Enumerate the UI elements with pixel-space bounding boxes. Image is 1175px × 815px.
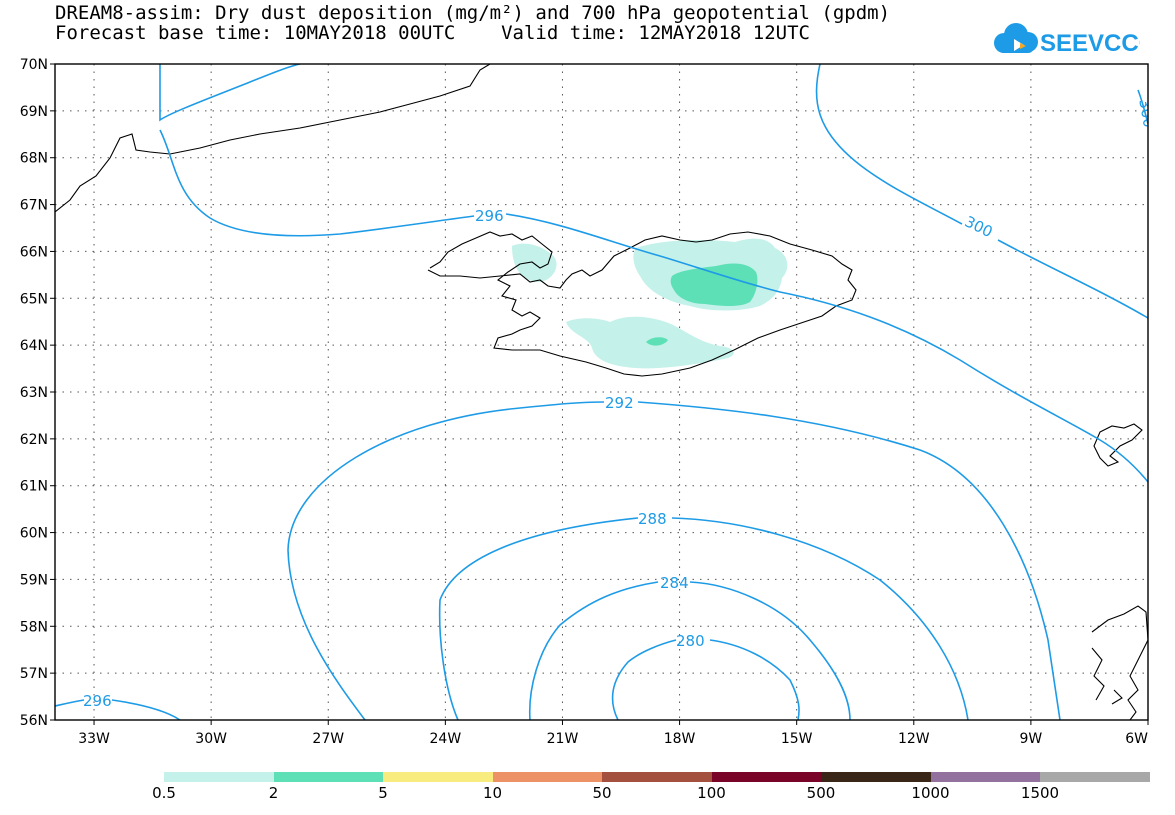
contour-label: 300 <box>1135 98 1158 129</box>
cloud-icon <box>994 23 1038 53</box>
lon-tick-label: 9W <box>1020 731 1043 747</box>
contour-296-southwest <box>55 699 181 720</box>
colorbar-label: 100 <box>697 784 726 802</box>
lon-tick-label: 15W <box>781 731 813 747</box>
colorbar-segment <box>930 772 1041 782</box>
colorbar-segment <box>273 772 384 782</box>
contour-300-east-edge <box>1137 89 1148 125</box>
lon-tick-label: 33W <box>78 731 110 747</box>
lat-tick-label: 58N <box>20 619 48 635</box>
lat-tick-label: 64N <box>20 338 48 354</box>
dust-area-low <box>512 243 557 282</box>
lon-tick-label: 18W <box>664 731 696 747</box>
contour-292 <box>287 401 1061 720</box>
dust-area-medium <box>670 263 758 306</box>
lon-tick-label: 27W <box>312 731 344 747</box>
lon-tick-label: 21W <box>547 731 579 747</box>
colorbar-segment <box>164 772 274 782</box>
contour-280 <box>611 639 800 720</box>
contour-label: 288 <box>638 510 667 528</box>
contour-288 <box>438 517 969 720</box>
dust-area-medium <box>646 337 668 346</box>
map-title-line2: Forecast base time: 10MAY2018 00UTC Vali… <box>55 22 810 44</box>
seevccc-logo: SEEVCCC <box>994 23 1140 57</box>
axis-tick-labels: 33W 30W 27W 24W 21W 18W 15W 12W 9W 6W 56N 57N 58N 59N… <box>20 57 1149 747</box>
lon-tick-label: 6W <box>1125 731 1148 747</box>
colorbar-segment <box>711 772 822 782</box>
colorbar-label: 1500 <box>1020 784 1060 802</box>
coastlines <box>55 64 1148 720</box>
lat-tick-label: 66N <box>20 244 48 260</box>
contour-label: 284 <box>660 574 689 592</box>
contour-label: 300 <box>962 212 996 241</box>
map-frame <box>54 63 1149 721</box>
colorbar-label: 50 <box>592 784 612 802</box>
lat-tick-label: 56N <box>20 713 48 729</box>
lat-tick-label: 57N <box>20 666 48 682</box>
lat-tick-label: 61N <box>20 479 48 495</box>
lat-tick-label: 68N <box>20 151 48 167</box>
map-title-line1: DREAM8-assim: Dry dust deposition (mg/m²… <box>55 2 891 24</box>
colorbar-segment <box>602 772 712 782</box>
colorbar-segment <box>1040 772 1150 782</box>
lon-tick-label: 30W <box>195 731 227 747</box>
lat-tick-label: 60N <box>20 526 48 542</box>
dust-deposition-shading <box>512 238 788 369</box>
lat-tick-label: 62N <box>20 432 48 448</box>
colorbar-label: 1000 <box>911 784 950 802</box>
logo-text: SEEVCCC <box>1040 30 1140 57</box>
contour-label: 296 <box>475 207 504 225</box>
colorbar-label: 0.5 <box>152 784 176 802</box>
contour-300 <box>815 64 1148 319</box>
lon-tick-label: 12W <box>898 731 930 747</box>
lon-tick-label: 24W <box>430 731 462 747</box>
contour-284 <box>528 581 851 720</box>
colorbar-label: 5 <box>378 784 388 802</box>
colorbar-label: 2 <box>268 784 279 802</box>
contour-296-north <box>159 64 1148 483</box>
greenland-coastline <box>55 64 491 213</box>
contour-label: 292 <box>605 394 634 412</box>
colorbar-segment <box>383 772 493 782</box>
lat-tick-label: 63N <box>20 385 48 401</box>
colorbar-segment <box>492 772 603 782</box>
map-grid <box>55 64 1148 720</box>
contour-label: 296 <box>83 692 112 710</box>
geopotential-contours <box>55 64 1148 720</box>
colorbar-segment <box>821 772 931 782</box>
scotland-coastline <box>1091 605 1148 720</box>
lat-tick-label: 59N <box>20 572 48 588</box>
lat-tick-label: 67N <box>20 198 48 214</box>
iceland-coastline <box>427 231 857 377</box>
contour-label: 280 <box>676 632 705 650</box>
faroe-coastline <box>1093 423 1143 467</box>
colorbar-label: 500 <box>806 784 836 802</box>
lat-tick-label: 65N <box>20 291 48 307</box>
colorbar-label: 10 <box>482 784 503 802</box>
lat-tick-label: 69N <box>20 104 48 120</box>
lat-tick-label: 70N <box>20 57 48 73</box>
